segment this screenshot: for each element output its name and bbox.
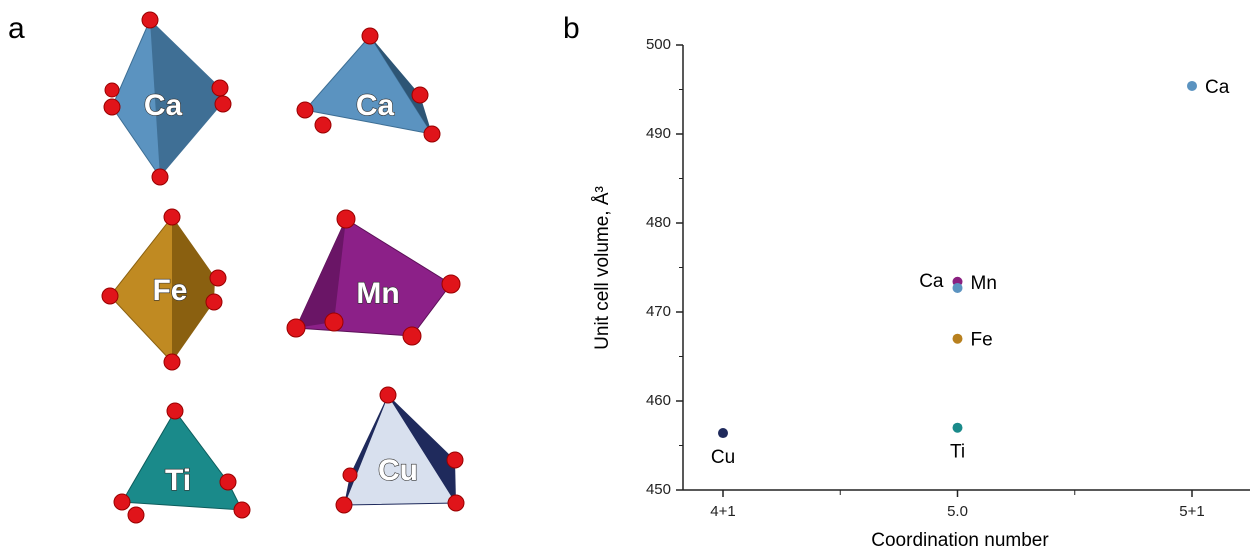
panel-label: a xyxy=(8,12,25,45)
y-tick-label: 450 xyxy=(646,481,671,498)
point-label: Fe xyxy=(971,330,993,351)
y-tick-label: 500 xyxy=(646,36,671,53)
y-axis-title: Unit cell volume, Å³ xyxy=(592,186,613,350)
y-tick-label: 480 xyxy=(646,214,671,231)
polyhedron-label: Fe xyxy=(152,274,187,307)
point xyxy=(1187,81,1197,91)
point-label: Ca xyxy=(919,271,944,292)
point-label: Ti xyxy=(950,442,965,463)
point xyxy=(953,283,963,293)
polyhedron-label: Mn xyxy=(356,277,399,310)
polyhedron-label: Ca xyxy=(356,89,395,122)
point-label: Cu xyxy=(711,447,735,468)
panel-label: b xyxy=(563,12,580,45)
x-tick-label: 4+1 xyxy=(710,503,735,520)
x-tick-label: 5.0 xyxy=(947,503,968,520)
point xyxy=(953,334,963,344)
y-tick-label: 460 xyxy=(646,392,671,409)
polyhedron-label: Ti xyxy=(165,464,191,497)
point xyxy=(718,428,728,438)
y-tick-label: 490 xyxy=(646,125,671,142)
y-tick-label: 470 xyxy=(646,303,671,320)
polyhedron-label: Cu xyxy=(378,454,418,487)
point xyxy=(953,423,963,433)
polyhedra: Ca Ca Fe Mn Ti Cu xyxy=(102,12,464,523)
point-label: Mn xyxy=(971,273,997,294)
polyhedron-label: Ca xyxy=(144,89,183,122)
x-axis-title: Coordination number xyxy=(871,530,1049,551)
point-label: Ca xyxy=(1205,77,1230,98)
figure: a b Ca Ca Fe Mn Ti Cu Coordination numbe… xyxy=(0,0,1253,555)
x-tick-label: 5+1 xyxy=(1179,503,1204,520)
